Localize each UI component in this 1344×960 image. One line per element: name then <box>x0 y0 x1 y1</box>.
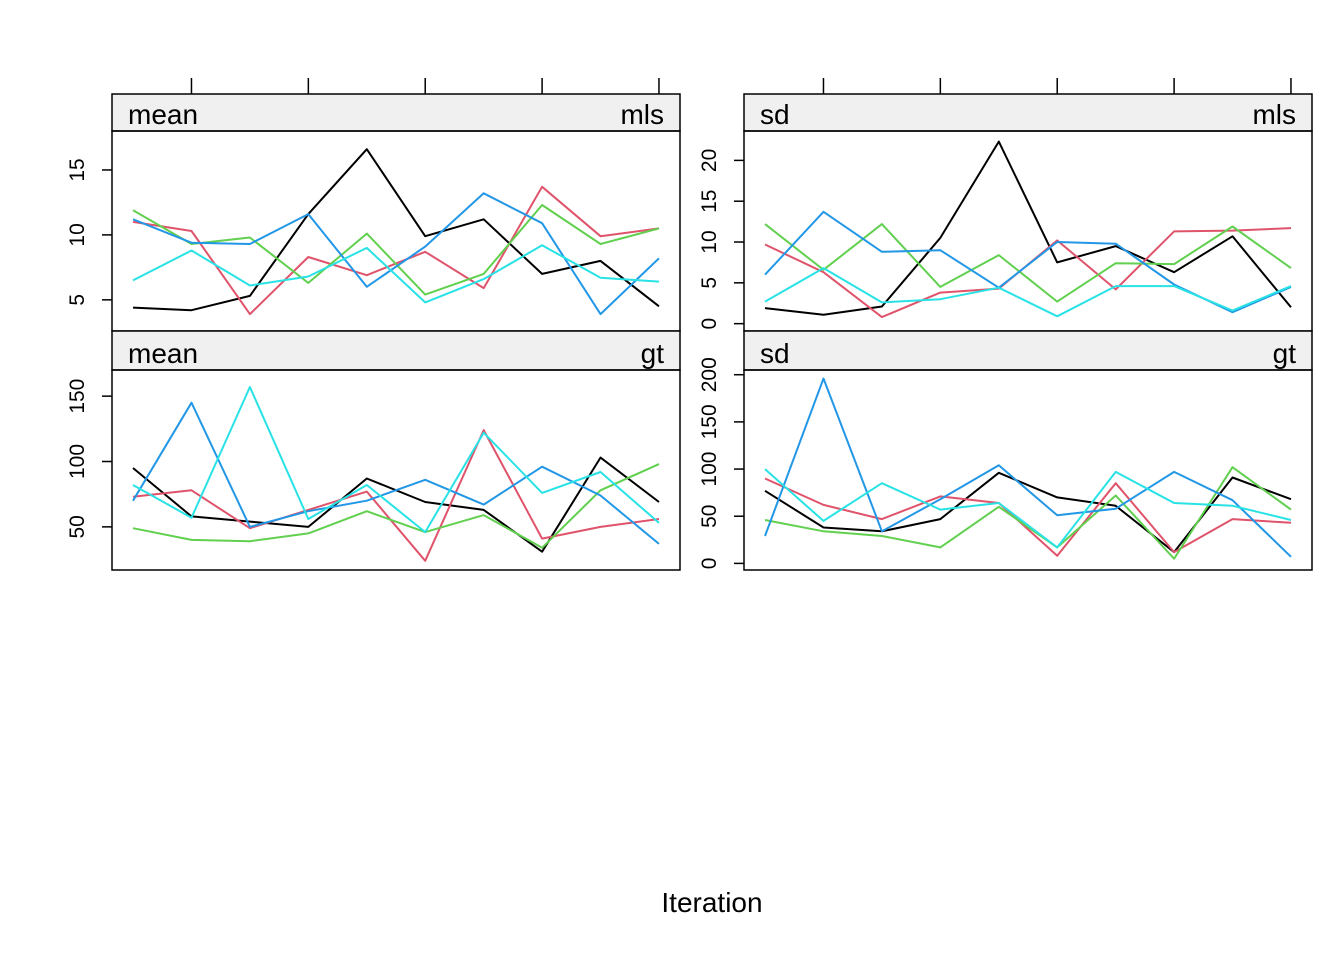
y-tick-label: 5 <box>698 277 721 289</box>
strip-label-stat: mean <box>128 338 198 369</box>
series-line-4 <box>764 377 1292 558</box>
panel-mean-mls: mean mls 5 10 15 <box>66 78 681 332</box>
panel-frame <box>743 369 1313 571</box>
y-tick-label: 100 <box>66 444 89 479</box>
strip-background <box>743 330 1313 371</box>
panel-mean-gt: mean gt 50 100 150 <box>66 330 681 571</box>
series-line-4 <box>132 192 660 316</box>
strip-label-variable: mls <box>620 99 664 130</box>
strip-background <box>111 330 681 371</box>
y-tick-label: 0 <box>698 558 721 570</box>
series-line-5 <box>132 386 660 534</box>
y-tick-label: 10 <box>66 223 89 246</box>
strip-background <box>111 93 681 132</box>
strip-label-stat: sd <box>760 99 790 130</box>
y-tick-label: 15 <box>698 190 721 213</box>
strip-label-stat: sd <box>760 338 790 369</box>
y-tick-label: 150 <box>66 379 89 414</box>
series-line-4 <box>132 401 660 545</box>
y-tick-label: 50 <box>66 515 89 538</box>
series-line-5 <box>132 244 660 304</box>
strip-label-variable: mls <box>1252 99 1296 130</box>
series-line-3 <box>764 223 1292 303</box>
x-axis-label: Iteration <box>661 887 762 918</box>
series-line-3 <box>764 466 1292 560</box>
series-line-2 <box>132 185 660 316</box>
series-line-5 <box>764 267 1292 318</box>
strip-label-stat: mean <box>128 99 198 130</box>
y-tick-label: 50 <box>698 505 721 528</box>
panel-sd-gt: sd gt 0 50 100 150 200 <box>698 330 1313 571</box>
series-line-4 <box>764 210 1292 314</box>
series-line-1 <box>764 140 1292 316</box>
strip-label-variable: gt <box>1273 338 1297 369</box>
series-line-3 <box>132 463 660 549</box>
y-tick-label: 15 <box>66 158 89 181</box>
panel-sd-mls: sd mls 0 5 10 15 20 <box>698 78 1313 332</box>
y-tick-label: 150 <box>698 404 721 439</box>
y-tick-label: 0 <box>698 318 721 330</box>
y-tick-label: 20 <box>698 149 721 172</box>
y-tick-label: 200 <box>698 357 721 392</box>
series-line-2 <box>764 227 1292 319</box>
series-line-1 <box>764 471 1292 554</box>
series-line-2 <box>764 477 1292 557</box>
strip-label-variable: gt <box>641 338 665 369</box>
y-tick-label: 5 <box>66 294 89 306</box>
y-tick-label: 100 <box>698 452 721 487</box>
series-line-2 <box>132 429 660 562</box>
series-line-5 <box>764 468 1292 549</box>
panel-frame <box>111 369 681 571</box>
strip-background <box>743 93 1313 132</box>
y-tick-label: 10 <box>698 230 721 253</box>
series-line-3 <box>132 204 660 296</box>
